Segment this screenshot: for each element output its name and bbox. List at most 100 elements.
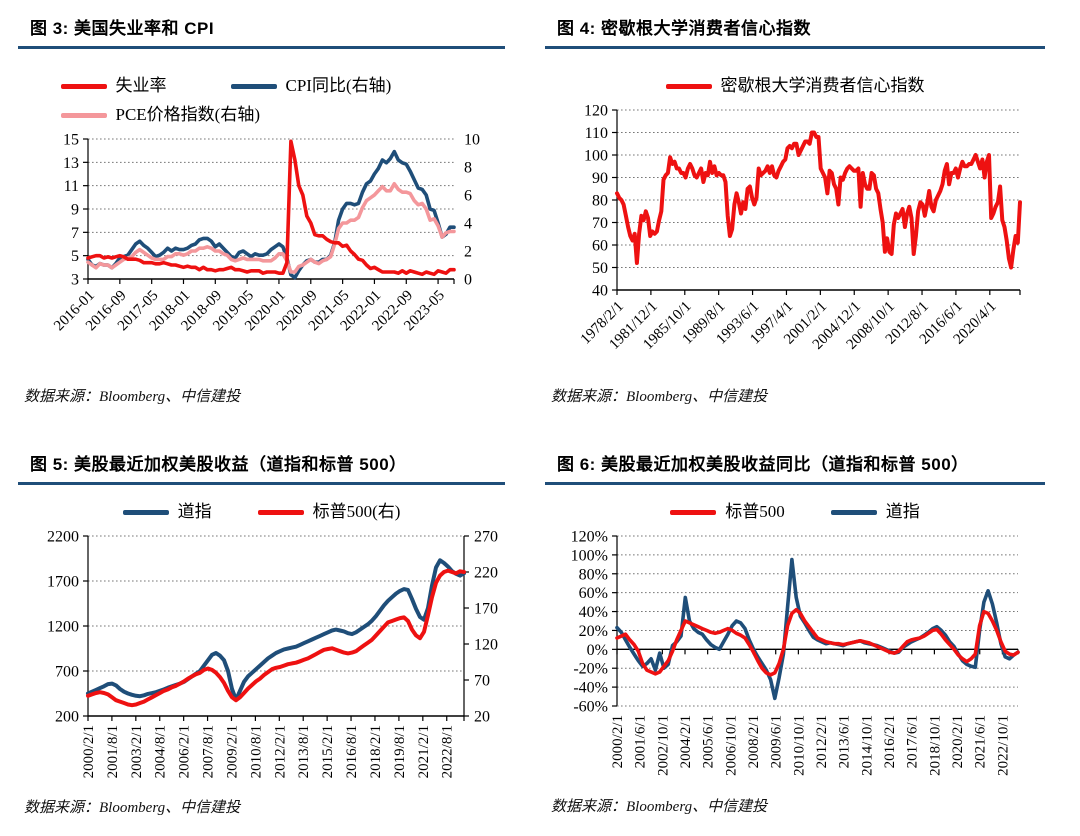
legend-item: 标普500(右) [257,501,401,524]
svg-text:100: 100 [584,147,608,164]
figure-5-legend: 道指 标普500(右) [122,501,401,524]
svg-text:40%: 40% [579,604,608,621]
legend-label: 密歇根大学消费者信心指数 [720,76,925,95]
figure-3-title: 图 3: 美国失业率和 CPI [30,19,215,38]
svg-text:11: 11 [64,178,79,195]
svg-text:2021/6/1: 2021/6/1 [973,715,989,768]
svg-text:2015/2/1: 2015/2/1 [320,725,336,778]
title-underline [545,46,1045,49]
figure-6-chart: 120% 100% 80% 60% 40% 20% 0% -20% -40% -60% 2000/2… [545,528,1045,790]
svg-text:2001/8/1: 2001/8/1 [105,725,121,778]
legend-item: 失业率 [60,75,167,98]
svg-text:2016/2/1: 2016/2/1 [882,715,898,768]
svg-text:2013/6/1: 2013/6/1 [837,715,853,768]
svg-text:170: 170 [474,600,498,617]
svg-text:40: 40 [592,282,608,299]
svg-text:60%: 60% [579,585,608,602]
legend-label: CPI同比(右轴) [285,76,392,95]
report-charts-page: 图 3: 美国失业率和 CPI 失业率 CPI同比(右轴) PCE价格指数(右轴) … [18,10,1045,818]
svg-text:2010/8/1: 2010/8/1 [248,725,264,778]
title-underline [18,46,505,49]
figure-5-title: 图 5: 美股最近加权美股收益（道指和标普 500） [30,455,407,474]
svg-text:20: 20 [474,708,490,725]
legend-line-swatch [122,509,169,515]
legend-line-swatch [60,83,107,89]
svg-text:0: 0 [464,271,472,288]
legend-item: PCE价格指数(右轴) [60,104,261,127]
svg-text:120: 120 [474,636,498,653]
legend-line-swatch [60,112,107,118]
figure-panel-5: 图 5: 美股最近加权美股收益（道指和标普 500） 道指 标普500(右) 22… [18,446,505,818]
figure-5-chart: 2200 1700 1200 700 200 270 220 170 120 70 20 2000/2… [18,528,505,796]
figure-6-title: 图 6: 美股最近加权美股收益同比（道指和标普 500） [557,455,969,474]
title-underline [545,482,1045,485]
figure-6-legend: 标普500 道指 [670,501,920,524]
svg-text:5: 5 [71,248,79,265]
svg-text:2004/2/1: 2004/2/1 [678,715,694,768]
svg-text:2200: 2200 [47,528,79,545]
chart-svg: 120% 100% 80% 60% 40% 20% 0% -20% -40%-60%2000/2… [571,528,1020,776]
figure-panel-6: 图 6: 美股最近加权美股收益同比（道指和标普 500） 标普500 道指 120… [545,446,1045,818]
svg-text:9: 9 [71,201,79,218]
figure-4-source-note: 数据来源：Bloomberg、中信建投 [551,389,768,405]
svg-text:2006/2/1: 2006/2/1 [177,725,193,778]
svg-text:2017/6/1: 2017/6/1 [905,715,921,768]
svg-text:2003/2/1: 2003/2/1 [129,725,145,778]
figure-5-source-note: 数据来源：Bloomberg、中信建投 [24,799,241,816]
svg-text:-40%: -40% [573,680,608,697]
svg-text:2000/2/1: 2000/2/1 [610,715,626,768]
svg-text:2012/2/1: 2012/2/1 [272,725,288,778]
legend-item: 道指 [122,501,212,524]
legend-line-swatch [830,509,877,515]
figure-4-legend: 密歇根大学消费者信心指数 [665,75,925,98]
svg-text:50: 50 [592,260,608,277]
svg-text:2020/2/1: 2020/2/1 [950,715,966,768]
figure-4-title: 图 4: 密歇根大学消费者信心指数 [557,19,812,38]
svg-text:2009/6/1: 2009/6/1 [769,715,785,768]
svg-text:2014/10/1: 2014/10/1 [859,715,875,776]
svg-text:2008/2/1: 2008/2/1 [746,715,762,768]
svg-text:70: 70 [474,672,490,689]
svg-text:6: 6 [464,187,472,204]
svg-text:2016/8/1: 2016/8/1 [344,725,360,778]
svg-text:2013/8/1: 2013/8/1 [296,725,312,778]
legend-label: PCE价格指数(右轴) [115,104,261,124]
svg-text:2021/2/1: 2021/2/1 [416,725,432,778]
chart-svg: 151311975310864202016-012016-092017-0520… [51,131,480,334]
svg-text:2006/10/1: 2006/10/1 [723,715,739,776]
svg-text:2000/2/1: 2000/2/1 [81,725,97,778]
svg-text:1700: 1700 [47,573,79,590]
figure-6-source-note: 数据来源：Bloomberg、中信建投 [551,799,768,815]
svg-text:2002/10/1: 2002/10/1 [655,715,671,776]
chart-svg: 1201101009080706050401978/2/11981/12/119… [578,102,1022,353]
legend-item: 密歇根大学消费者信心指数 [665,75,925,98]
legend-line-swatch [257,509,304,515]
svg-text:2009/2/1: 2009/2/1 [224,725,240,778]
svg-text:20%: 20% [579,623,608,640]
title-underline [18,482,505,485]
svg-text:1200: 1200 [47,618,79,635]
svg-text:-60%: -60% [573,698,608,715]
chart-svg: 2200 1700 1200 700 200 270 220 170 120 70 20 2000/2… [47,528,498,778]
svg-text:100%: 100% [571,547,608,564]
svg-text:2019/8/1: 2019/8/1 [392,725,408,778]
svg-text:60: 60 [592,237,608,254]
svg-text:13: 13 [63,155,79,172]
figure-3-chart: 15 13 11 9 7 5 3 10 8 6 4 2 0 2016-01 2016-09 2017-05 20… [18,131,505,345]
svg-text:2022/10/1: 2022/10/1 [995,715,1011,776]
svg-text:700: 700 [55,663,79,680]
svg-text:2012/2/1: 2012/2/1 [814,715,830,768]
svg-text:10: 10 [464,131,480,148]
svg-text:110: 110 [585,125,608,142]
legend-label: 标普500(右) [312,502,401,521]
legend-label: 失业率 [115,76,167,95]
legend-line-swatch [670,509,717,515]
legend-item: 标普500 [670,501,785,524]
svg-text:2022/8/1: 2022/8/1 [440,725,456,778]
svg-text:200: 200 [55,708,79,725]
legend-line-swatch [230,83,277,89]
legend-label: 道指 [177,502,212,521]
legend-item: CPI同比(右轴) [230,75,392,98]
figure-panel-3: 图 3: 美国失业率和 CPI 失业率 CPI同比(右轴) PCE价格指数(右轴) … [18,10,505,408]
svg-text:2010/10/1: 2010/10/1 [791,715,807,776]
